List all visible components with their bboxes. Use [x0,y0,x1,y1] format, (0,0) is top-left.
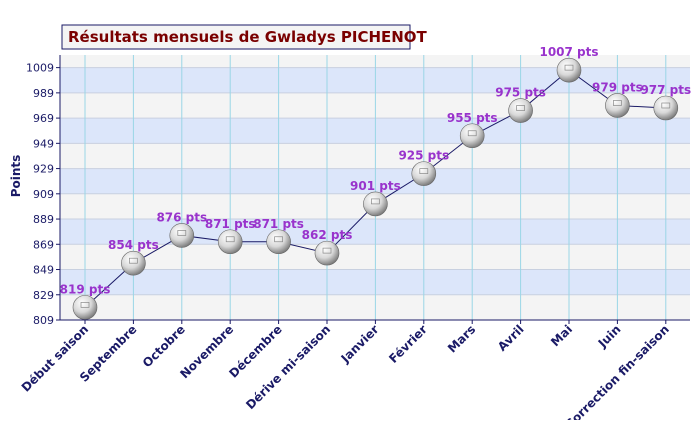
x-tick-label: Mars [445,322,478,355]
x-tick-label: Janvier [338,322,382,366]
data-point-emblem [80,302,90,308]
y-tick-label: 929 [33,163,54,176]
data-label: 901 pts [350,179,401,193]
axes [56,55,690,324]
data-label: 977 pts [640,83,691,97]
data-point [121,250,146,276]
data-point-emblem [564,64,574,71]
data-label: 862 pts [302,228,353,242]
data-label: 1007 pts [539,45,598,59]
data-point-emblem [322,247,332,254]
x-tick-label: Juin [595,322,624,351]
data-point [556,57,582,83]
x-tick-label: Mai [548,322,575,349]
data-point-emblem [177,230,187,236]
data-label: 979 pts [592,80,643,94]
y-axis-title: Points [9,155,23,198]
y-tick-label: 989 [33,87,54,100]
y-tick-label: 849 [33,264,54,277]
data-point-emblem [129,257,138,264]
data-points [72,57,679,320]
x-tick-label: Février [386,322,430,366]
data-point [411,161,437,186]
data-point [72,295,98,320]
data-point-emblem [371,198,380,205]
data-point [363,191,388,217]
y-tick-label: 949 [33,137,54,150]
data-label: 925 pts [398,149,449,163]
data-point [508,98,533,123]
y-tick-label: 889 [33,213,54,226]
data-label: 975 pts [495,86,546,100]
data-label: 871 pts [205,217,256,231]
y-tick-label: 809 [33,314,54,327]
data-label: 819 pts [60,282,111,296]
vertical-gridlines [84,55,667,320]
data-point [217,229,243,255]
x-tick-label: Début saison [19,322,91,394]
chart-title-box: Résultats mensuels de Gwladys PICHENOT [61,24,428,50]
x-tick-label: Dérive mi-saison [243,322,333,412]
chart-title: Résultats mensuels de Gwladys PICHENOT [68,28,428,46]
data-label: 871 pts [253,217,304,231]
data-point-emblem [661,102,671,109]
y-tick-label: 869 [33,238,54,251]
data-point [653,95,679,121]
y-tick-labels: 809 829 849 869 889 909 929 949 969 989 1009 [26,62,54,327]
data-point [266,229,291,255]
y-tick-label: 1009 [26,62,54,75]
y-tick-label: 969 [33,112,54,125]
data-label: 854 pts [108,238,159,252]
data-point [605,93,630,118]
data-point-emblem [467,130,477,137]
x-tick-label: Octobre [140,322,188,370]
data-point [169,223,195,248]
x-tick-label: Avril [495,322,527,354]
y-tick-label: 909 [33,188,54,201]
data-label: 955 pts [447,111,498,125]
data-point [459,123,485,149]
data-point [314,240,340,266]
data-point-emblem [274,236,283,243]
data-point-emblem [613,100,622,106]
data-point-emblem [225,236,235,243]
data-label: 876 pts [156,210,207,224]
y-tick-label: 829 [33,289,54,302]
data-point-emblem [419,168,429,174]
data-point-emblem [516,105,525,111]
